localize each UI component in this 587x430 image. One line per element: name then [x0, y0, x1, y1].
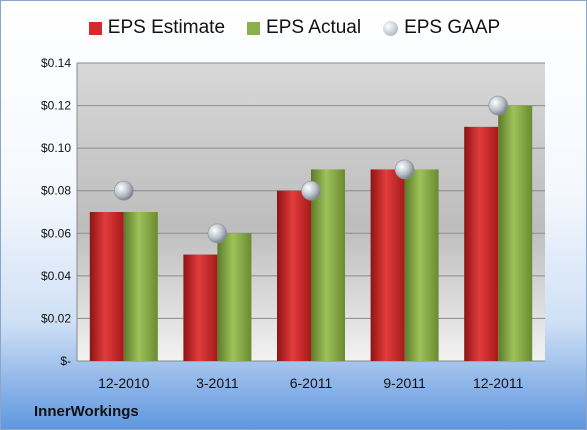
bar-eps-estimate [183, 254, 218, 361]
marker-eps-gaap [488, 95, 509, 116]
legend-item-eps-actual: EPS Actual [247, 17, 361, 39]
legend-swatch-eps-gaap [383, 20, 399, 36]
marker-eps-gaap [301, 180, 321, 201]
marker-eps-gaap [394, 159, 415, 180]
legend: EPS Estimate EPS Actual EPS GAAP [1, 17, 586, 39]
company-label: InnerWorkings [34, 403, 139, 420]
x-tick-label: 9-2011 [383, 375, 426, 391]
bar-eps-actual [311, 169, 345, 361]
y-tick-label: $0.02 [41, 311, 71, 325]
y-tick-label: $- [60, 354, 71, 368]
legend-item-eps-gaap: EPS GAAP [383, 17, 500, 39]
x-tick-label: 3-2011 [196, 375, 239, 391]
marker-eps-gaap [114, 180, 134, 201]
bar-eps-actual [123, 212, 158, 361]
x-tick-label: 12-2011 [473, 375, 524, 391]
y-tick-label: $0.10 [41, 141, 71, 155]
legend-swatch-eps-actual [247, 21, 261, 35]
bar-eps-estimate [370, 169, 405, 361]
legend-item-eps-estimate: EPS Estimate [88, 17, 226, 39]
x-tick-label: 12-2010 [98, 375, 150, 391]
y-tick-label: $0.06 [41, 226, 71, 240]
y-tick-label: $0.14 [41, 56, 71, 70]
bar-eps-actual [404, 169, 439, 361]
legend-swatch-eps-estimate [88, 21, 102, 35]
legend-label-eps-estimate: EPS Estimate [107, 17, 226, 38]
y-tick-label: $0.08 [41, 184, 71, 198]
legend-label-eps-gaap: EPS GAAP [404, 17, 501, 38]
x-tick-label: 6-2011 [290, 375, 333, 391]
marker-eps-gaap [207, 223, 228, 244]
y-tick-label: $0.04 [41, 269, 71, 283]
bar-eps-actual [217, 233, 252, 361]
bar-eps-actual [498, 105, 533, 361]
bar-eps-estimate [464, 126, 499, 361]
legend-label-eps-actual: EPS Actual [266, 17, 362, 38]
bar-eps-estimate [277, 190, 311, 361]
bar-eps-estimate [89, 212, 124, 361]
y-tick-label: $0.12 [41, 99, 71, 113]
